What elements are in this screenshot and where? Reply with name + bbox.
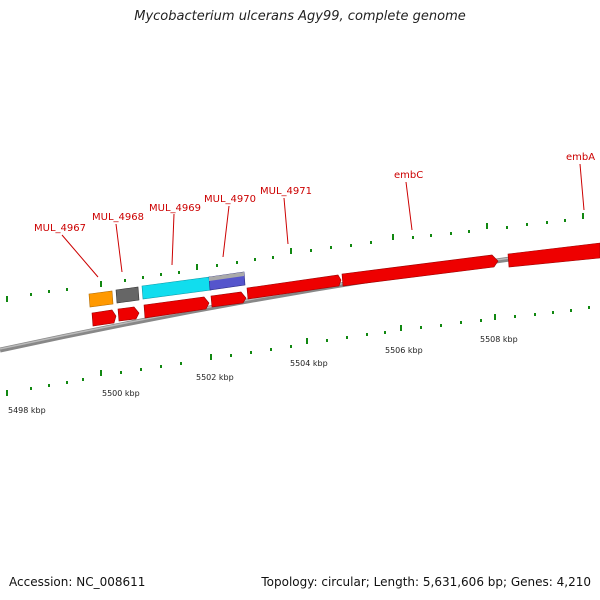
gene-label[interactable]: MUL_4969 bbox=[149, 203, 201, 214]
gene-label[interactable]: MUL_4968 bbox=[92, 212, 144, 223]
upper-feature-track bbox=[88, 242, 600, 308]
leader-mul4969 bbox=[171, 213, 175, 266]
genome-title: Mycobacterium ulcerans Agy99, complete g… bbox=[134, 9, 466, 24]
accession-label: Accession: NC_008611 bbox=[9, 575, 146, 589]
leader-mul4971 bbox=[283, 197, 289, 245]
gene-mul4969[interactable] bbox=[143, 296, 210, 319]
gene-label[interactable]: MUL_4971 bbox=[260, 186, 312, 197]
feature-blue-cap bbox=[209, 272, 244, 281]
feature-orange[interactable] bbox=[88, 290, 114, 308]
outer-tick-row bbox=[6, 213, 584, 302]
gene-emba[interactable] bbox=[507, 242, 600, 268]
scale-label: 5506 kbp bbox=[385, 346, 423, 355]
gene-label[interactable]: embC bbox=[394, 170, 423, 181]
feature-grey[interactable] bbox=[115, 286, 140, 304]
leader-mul4968 bbox=[115, 223, 123, 273]
gene-mul4968[interactable] bbox=[117, 306, 140, 322]
scale-label: 5504 kbp bbox=[290, 359, 328, 368]
leader-embc bbox=[405, 181, 413, 231]
gene-embc[interactable] bbox=[341, 254, 499, 287]
gene-label[interactable]: embA bbox=[566, 152, 595, 163]
lower-feature-track bbox=[91, 291, 247, 327]
inner-tick-row bbox=[6, 306, 590, 396]
leader-mul4970 bbox=[222, 205, 230, 258]
scale-label: 5500 kbp bbox=[102, 389, 140, 398]
feature-cyan[interactable] bbox=[141, 276, 212, 300]
gene-mul4967[interactable] bbox=[91, 309, 117, 327]
scale-label: 5508 kbp bbox=[480, 335, 518, 344]
gene-label[interactable]: MUL_4970 bbox=[204, 194, 256, 205]
gene-mul4970[interactable] bbox=[210, 291, 247, 308]
leader-mul4967 bbox=[61, 234, 99, 278]
leader-emba bbox=[579, 163, 585, 211]
gene-mul4971-top[interactable] bbox=[246, 274, 342, 300]
scale-label: 5502 kbp bbox=[196, 373, 234, 382]
genome-summary: Topology: circular; Length: 5,631,606 bp… bbox=[261, 575, 591, 589]
gene-label[interactable]: MUL_4967 bbox=[34, 223, 86, 234]
scale-label: 5498 kbp bbox=[8, 406, 46, 415]
